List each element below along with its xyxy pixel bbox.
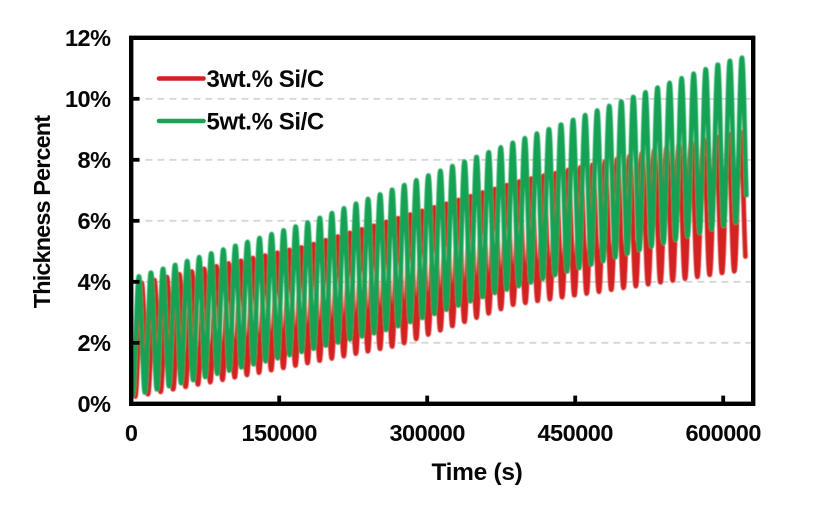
svg-text:8%: 8% [78, 147, 112, 173]
svg-text:5wt.% Si/C: 5wt.% Si/C [207, 108, 324, 135]
svg-text:300000: 300000 [389, 420, 465, 446]
svg-text:150000: 150000 [241, 420, 317, 446]
svg-text:600000: 600000 [685, 420, 761, 446]
svg-text:6%: 6% [78, 208, 112, 234]
svg-text:12%: 12% [65, 25, 111, 51]
svg-text:10%: 10% [65, 86, 111, 112]
svg-text:0: 0 [125, 420, 138, 446]
svg-text:450000: 450000 [537, 420, 613, 446]
svg-text:Thickness Percent: Thickness Percent [29, 115, 55, 308]
svg-text:Time (s): Time (s) [431, 459, 522, 486]
svg-text:4%: 4% [78, 269, 112, 295]
svg-text:2%: 2% [78, 330, 112, 356]
svg-text:3wt.% Si/C: 3wt.% Si/C [207, 66, 324, 93]
svg-text:0%: 0% [78, 391, 112, 417]
